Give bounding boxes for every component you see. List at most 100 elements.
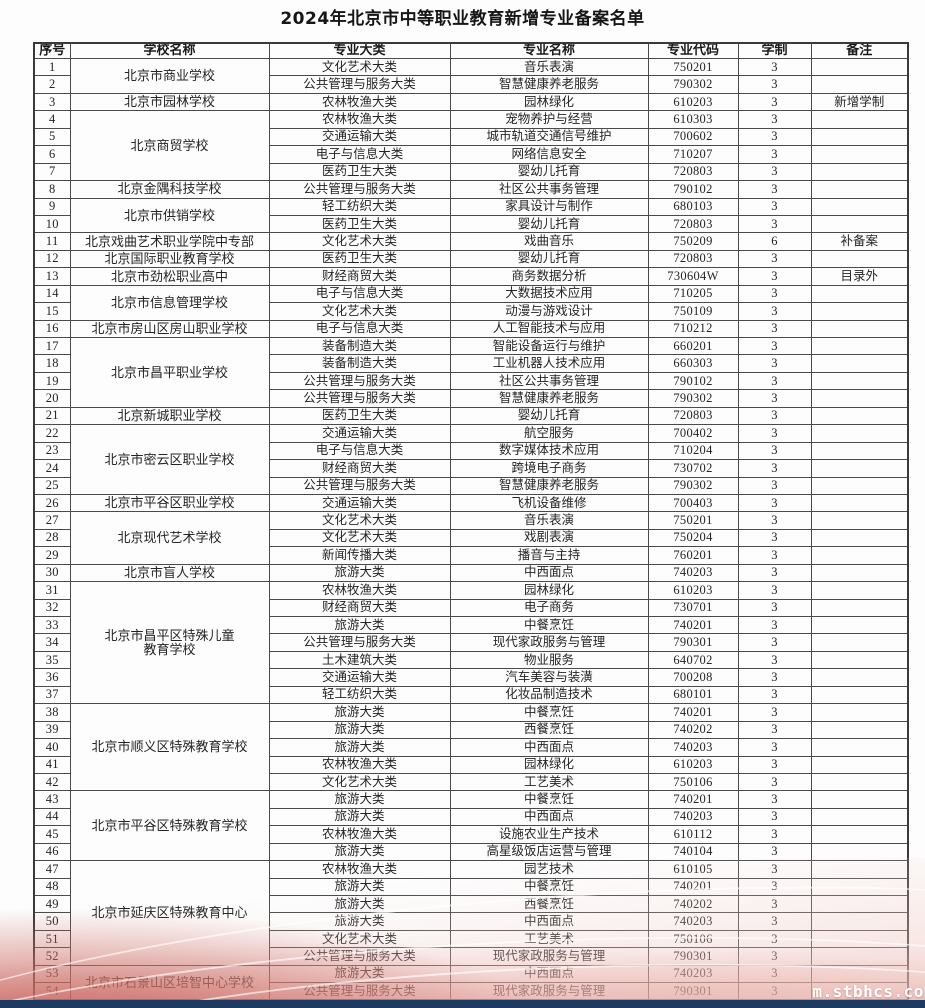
major-category-cell: 轻工纺织大类: [268, 197, 451, 216]
note-cell: [810, 685, 909, 705]
note-cell: [810, 703, 909, 722]
note-cell: [810, 162, 909, 182]
major-name-cell: 物业服务: [449, 650, 649, 670]
major-code-cell: 710207: [647, 145, 739, 164]
note-cell: [810, 145, 909, 164]
major-code-cell: 790102: [647, 180, 739, 199]
major-code-cell: 740203: [647, 807, 739, 827]
major-category-cell: 旅游大类: [268, 615, 451, 635]
row-number-cell: 50: [33, 912, 71, 931]
table-row: 9 北京市供销学校 轻工纺织大类 家具设计与制作 680103 3: [33, 197, 909, 234]
school-name-cell: 北京市平谷区特殊教育学校: [69, 790, 270, 862]
row-number-cell: 34: [33, 633, 71, 652]
major-code-cell: 740201: [647, 790, 739, 809]
duration-cell: 3: [737, 790, 812, 809]
major-code-cell: 750201: [647, 511, 739, 530]
row-number-cell: 17: [33, 336, 71, 356]
major-category-cell: 文化艺术大类: [268, 57, 451, 77]
major-code-cell: 730702: [647, 459, 739, 478]
school-name-cell: 北京市信息管理学校: [69, 284, 270, 321]
table-row: 10 医药卫生大类 婴幼儿托育 720803 3: [33, 214, 909, 234]
duration-cell: 3: [737, 964, 812, 984]
row-number-cell: 11: [33, 232, 71, 251]
duration-cell: 3: [737, 563, 812, 583]
table-row: 41 农林牧渔大类 园林绿化 610203 3: [33, 755, 909, 774]
major-code-cell: 740203: [647, 912, 739, 931]
major-code-cell: 680103: [647, 197, 739, 216]
major-name-cell: 汽车美容与装潢: [449, 668, 649, 687]
majors-table: 序号 学校名称 专业大类 专业名称 专业代码 学制 备注 1 北京市商业学校 文化艺术大类 音乐表…: [33, 42, 909, 1002]
note-cell: [810, 180, 909, 199]
note-cell: [810, 57, 909, 77]
note-cell: [810, 441, 909, 461]
duration-cell: 3: [737, 772, 812, 792]
note-cell: [810, 755, 909, 774]
major-code-cell: 740203: [647, 563, 739, 583]
duration-cell: 3: [737, 180, 812, 199]
major-code-cell: 610203: [647, 755, 739, 774]
table-row: 15 文化艺术大类 动漫与游戏设计 750109 3: [33, 302, 909, 321]
duration-cell: 3: [737, 493, 812, 513]
note-cell: [810, 790, 909, 809]
major-category-cell: 农林牧渔大类: [268, 110, 451, 129]
major-category-cell: 文化艺术大类: [268, 528, 451, 548]
col-header-major: 专业名称: [449, 42, 649, 59]
major-category-cell: 旅游大类: [268, 720, 451, 740]
table-row: 12 北京国际职业教育学校 医药卫生大类 婴幼儿托育 720803 3: [33, 249, 909, 269]
major-code-cell: 740201: [647, 615, 739, 635]
major-category-cell: 文化艺术大类: [268, 232, 451, 251]
duration-cell: 3: [737, 615, 812, 635]
table-row: 1 北京市商业学校 文化艺术大类 音乐表演 750201 3: [33, 57, 909, 94]
major-category-cell: 电子与信息大类: [268, 284, 451, 304]
duration-cell: 3: [737, 581, 812, 600]
major-category-cell: 旅游大类: [268, 842, 451, 862]
major-category-cell: 旅游大类: [268, 790, 451, 809]
table-row: 30 北京市盲人学校 旅游大类 中西面点 740203 3: [33, 563, 909, 583]
major-category-cell: 公共管理与服务大类: [268, 75, 451, 94]
table-row: 42 文化艺术大类 工艺美术 750106 3: [33, 772, 909, 792]
row-number-cell: 52: [33, 947, 71, 966]
major-name-cell: 商务数据分析: [449, 267, 649, 286]
major-category-cell: 交通运输大类: [268, 493, 451, 513]
major-name-cell: 中餐烹饪: [449, 615, 649, 635]
col-header-note: 备注: [810, 42, 909, 59]
note-cell: [810, 563, 909, 583]
note-cell: [810, 284, 909, 304]
major-name-cell: 航空服务: [449, 424, 649, 443]
note-cell: [810, 964, 909, 984]
major-code-cell: 740201: [647, 877, 739, 897]
note-cell: [810, 668, 909, 687]
major-name-cell: 工艺美术: [449, 929, 649, 949]
row-number-cell: 29: [33, 546, 71, 565]
major-category-cell: 财经商贸大类: [268, 267, 451, 286]
major-name-cell: 现代家政服务与管理: [449, 982, 649, 1001]
col-header-category: 专业大类: [268, 42, 451, 59]
table-row: 21 北京新城职业学校 医药卫生大类 婴幼儿托育 720803 3: [33, 406, 909, 426]
table-row: 22 北京市密云区职业学校 交通运输大类 航空服务 700402 3: [33, 424, 909, 495]
school-name-cell: 北京市顺义区特殊教育学校: [69, 703, 270, 792]
row-number-cell: 6: [33, 145, 71, 164]
note-cell: [810, 929, 909, 949]
major-code-cell: 660201: [647, 336, 739, 356]
major-name-cell: 中西面点: [449, 563, 649, 583]
school-name-cell: 北京市劲松职业高中: [69, 267, 270, 286]
row-number-cell: 35: [33, 650, 71, 670]
row-number-cell: 47: [33, 860, 71, 879]
note-cell: [810, 249, 909, 269]
major-name-cell: 婴幼儿托育: [449, 406, 649, 426]
row-number-cell: 4: [33, 110, 71, 129]
major-code-cell: 610203: [647, 581, 739, 600]
major-name-cell: 戏剧表演: [449, 528, 649, 548]
major-name-cell: 戏曲音乐: [449, 232, 649, 251]
table-row: 8 北京金隅科技学校 公共管理与服务大类 社区公共事务管理 790102 3: [33, 180, 909, 199]
school-name-cell: 北京市延庆区特殊教育中心: [69, 860, 270, 966]
duration-cell: 3: [737, 650, 812, 670]
duration-cell: 3: [737, 546, 812, 565]
row-number-cell: 19: [33, 371, 71, 391]
row-number-cell: 20: [33, 389, 71, 408]
major-code-cell: 740202: [647, 720, 739, 740]
major-code-cell: 790301: [647, 947, 739, 966]
major-name-cell: 飞机设备维修: [449, 493, 649, 513]
major-code-cell: 700402: [647, 424, 739, 443]
major-name-cell: 工艺美术: [449, 772, 649, 792]
